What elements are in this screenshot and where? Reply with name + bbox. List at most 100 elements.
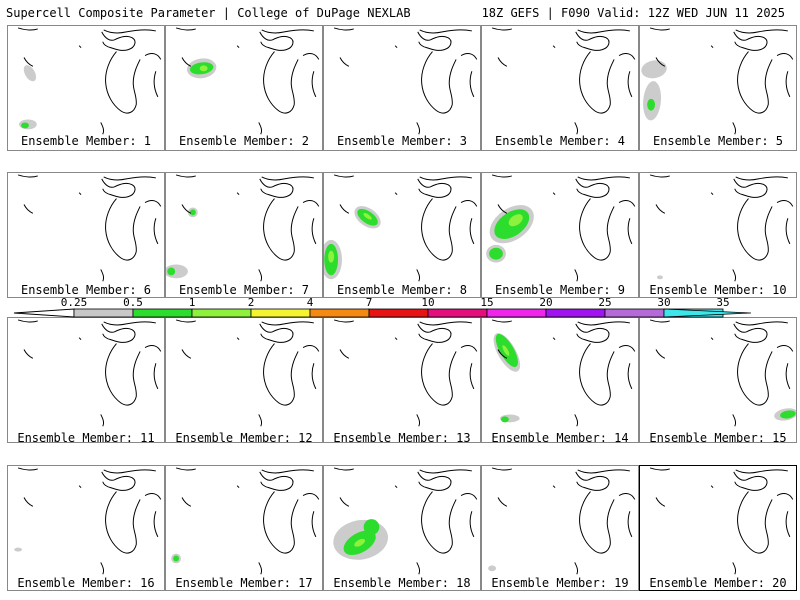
coastline-segment xyxy=(419,176,472,181)
ensemble-member-label: Ensemble Member: 19 xyxy=(491,576,629,590)
coastline-segment xyxy=(101,178,136,198)
great-lakes-coastline xyxy=(175,174,320,282)
coastline-segment xyxy=(100,414,105,427)
coastline-segment xyxy=(333,174,354,178)
coastline-segment xyxy=(153,71,159,98)
great-lakes-coastline xyxy=(491,319,636,427)
coastline-segment xyxy=(574,414,579,427)
coastline-segment xyxy=(419,29,472,34)
ensemble-member-label: Ensemble Member: 5 xyxy=(652,134,784,148)
ensemble-member-panel xyxy=(165,317,323,443)
great-lakes-coastline xyxy=(17,27,162,135)
coastline-segment xyxy=(419,321,472,326)
scp-contour-high xyxy=(502,345,510,356)
colorbar-swatch xyxy=(73,308,134,318)
scp-map xyxy=(324,174,478,282)
ensemble-member-panel xyxy=(481,172,639,298)
coastline-segment xyxy=(105,491,141,554)
coastline-segment xyxy=(181,497,192,507)
coastline-segment xyxy=(17,27,38,31)
scp-contour-mid xyxy=(780,410,796,419)
scp-map xyxy=(175,319,320,427)
scp-contour-low xyxy=(656,275,663,280)
coastline-segment xyxy=(710,485,714,488)
coastline-segment xyxy=(78,45,82,48)
coastline-segment xyxy=(105,198,141,261)
coastline-segment xyxy=(17,174,38,178)
great-lakes-coastline xyxy=(649,467,794,575)
coastline-segment xyxy=(421,51,457,114)
coastline-segment xyxy=(655,497,666,507)
scp-map xyxy=(14,467,162,575)
scp-contour-mid xyxy=(647,98,656,111)
coastline-segment xyxy=(575,323,610,343)
coastline-segment xyxy=(776,492,794,500)
coastline-segment xyxy=(574,562,579,575)
ensemble-member-label: Ensemble Member: 6 xyxy=(20,283,152,297)
coastline-segment xyxy=(333,467,354,471)
coastline-segment xyxy=(732,122,737,135)
coastline-segment xyxy=(339,349,350,359)
coastline-segment xyxy=(23,497,34,507)
ensemble-member-label: Ensemble Member: 11 xyxy=(17,431,155,445)
ensemble-member-label: Ensemble Member: 17 xyxy=(175,576,313,590)
coastline-segment xyxy=(258,269,263,282)
coastline-segment xyxy=(17,319,38,323)
colorbar-legend xyxy=(13,308,752,318)
coastline-segment xyxy=(236,45,240,48)
ensemble-member-label: Ensemble Member: 10 xyxy=(649,283,787,297)
coastline-segment xyxy=(175,27,196,31)
coastline-segment xyxy=(394,45,398,48)
coastline-segment xyxy=(655,204,666,214)
coastline-segment xyxy=(100,122,105,135)
coastline-segment xyxy=(23,204,34,214)
coastline-segment xyxy=(261,321,314,326)
coastline-segment xyxy=(733,323,768,343)
coastline-segment xyxy=(627,71,633,98)
coastline-segment xyxy=(574,269,579,282)
scp-contour-high xyxy=(199,65,208,72)
coastline-segment xyxy=(263,51,299,114)
coastline-segment xyxy=(153,218,159,245)
coastline-segment xyxy=(103,469,156,474)
coastline-segment xyxy=(577,321,630,326)
ensemble-member-label: Ensemble Member: 7 xyxy=(178,283,310,297)
coastline-segment xyxy=(103,321,156,326)
coastline-segment xyxy=(737,491,773,554)
coastline-segment xyxy=(23,57,34,67)
coastline-segment xyxy=(735,469,788,474)
great-lakes-coastline xyxy=(491,467,636,575)
great-lakes-coastline xyxy=(17,467,162,575)
coastline-segment xyxy=(469,218,475,245)
ensemble-member-panel xyxy=(481,25,639,151)
coastline-segment xyxy=(153,363,159,390)
great-lakes-coastline xyxy=(491,27,636,135)
coastline-segment xyxy=(552,485,556,488)
scp-map xyxy=(488,467,636,575)
ensemble-member-panel xyxy=(323,172,481,298)
colorbar-swatch xyxy=(545,308,606,318)
coastline-segment xyxy=(258,414,263,427)
scp-contour-high xyxy=(508,214,523,227)
coastline-segment xyxy=(497,349,508,359)
ensemble-member-panel xyxy=(165,25,323,151)
coastline-segment xyxy=(497,204,508,214)
colorbar-swatch xyxy=(368,308,429,318)
coastline-segment xyxy=(649,27,670,31)
coastline-segment xyxy=(417,178,452,198)
great-lakes-coastline xyxy=(175,467,320,575)
scp-map xyxy=(17,319,162,427)
coastline-segment xyxy=(259,31,294,51)
scp-contour-mid xyxy=(500,416,509,423)
coastline-segment xyxy=(785,218,791,245)
coastline-segment xyxy=(181,204,192,214)
colorbar-tick-label: 25 xyxy=(598,296,612,309)
coastline-segment xyxy=(575,471,610,491)
colorbar-tick-label: 30 xyxy=(657,296,671,309)
ensemble-member-panel xyxy=(323,317,481,443)
coastline-segment xyxy=(259,323,294,343)
colorbar-swatch xyxy=(604,308,665,318)
coastline-segment xyxy=(649,319,670,323)
coastline-segment xyxy=(339,204,350,214)
ensemble-member-label: Ensemble Member: 9 xyxy=(494,283,626,297)
